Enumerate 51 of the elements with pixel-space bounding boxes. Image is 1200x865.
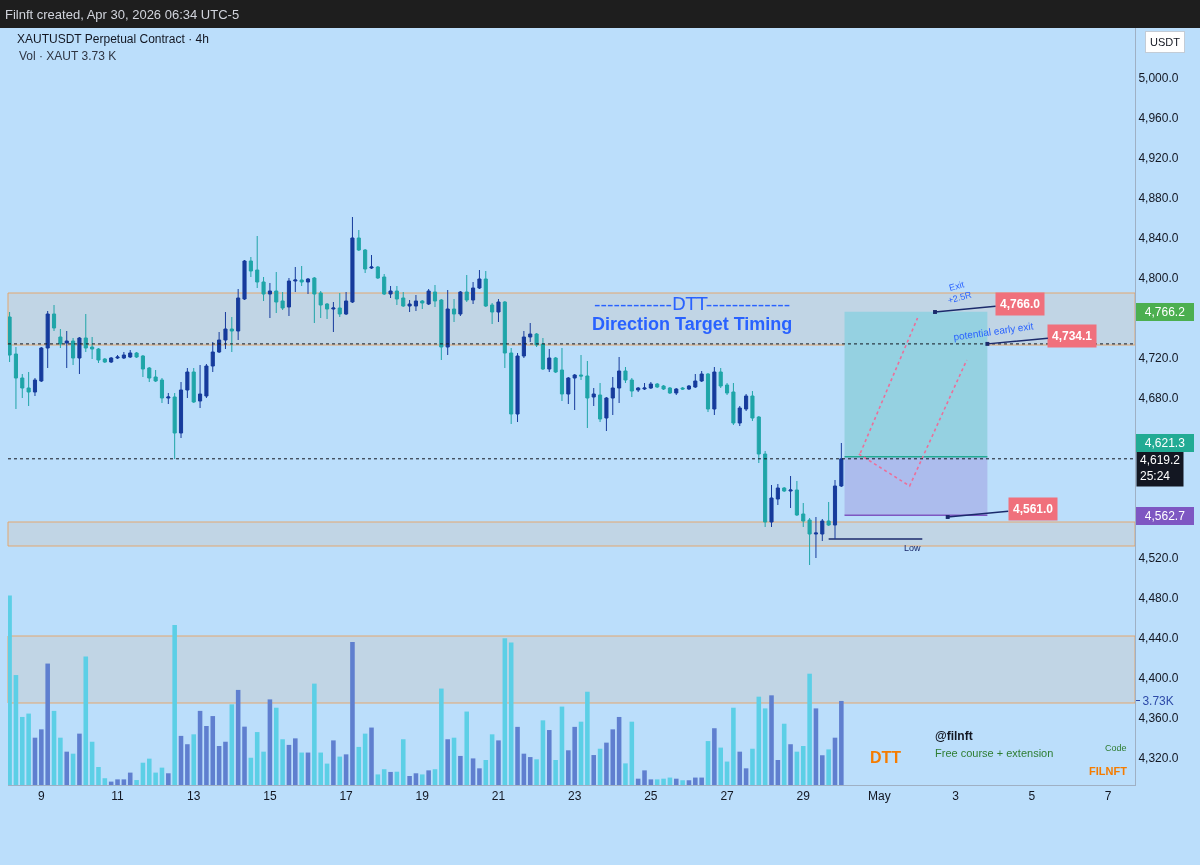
text: 4,621.3 bbox=[1144, 436, 1186, 450]
y-tick-label: 4,720.0 bbox=[1138, 351, 1179, 366]
annotation: 4,734.1 bbox=[1052, 329, 1093, 343]
x-tick-label: 3 bbox=[952, 789, 960, 804]
y-tick-label: 4,920.0 bbox=[1138, 151, 1179, 166]
annotation: 4,561.0 bbox=[1013, 502, 1054, 516]
y-tick-label: 4,880.0 bbox=[1138, 191, 1179, 206]
annotation: @filnft bbox=[935, 729, 973, 743]
y-tick-label: 4,800.0 bbox=[1138, 271, 1179, 286]
annotation: ------------DTT------------- bbox=[594, 293, 791, 314]
annotation: Low bbox=[904, 543, 922, 553]
y-tick-label: 5,000.0 bbox=[1138, 71, 1179, 86]
x-tick-label: 11 bbox=[111, 789, 125, 804]
x-tick-label: 23 bbox=[567, 789, 582, 804]
annotation: FILNFT bbox=[1089, 765, 1128, 777]
y-tick-label: 4,680.0 bbox=[1138, 391, 1179, 406]
y2-tick-label: 3.73K bbox=[1142, 694, 1174, 709]
y-tick-label: 4,960.0 bbox=[1138, 111, 1179, 126]
y-tick-label: 4,440.0 bbox=[1138, 631, 1179, 646]
annotation: 4,766.0 bbox=[1000, 297, 1041, 311]
x-tick-label: 21 bbox=[491, 789, 506, 804]
annotation: Exit +2.5R bbox=[946, 279, 974, 306]
text: Filnft created, Apr 30, 2026 06:34 UTC-5 bbox=[5, 6, 240, 22]
x-tick-label: 27 bbox=[720, 789, 735, 804]
annotation: Code bbox=[1105, 743, 1127, 753]
annotation: potential early exit bbox=[952, 320, 1035, 343]
x-tick-label: 15 bbox=[263, 789, 277, 804]
x-tick-label: 9 bbox=[37, 789, 45, 804]
y-tick-label: 4,480.0 bbox=[1138, 591, 1179, 606]
ref-line-label: 4,619.2 25:24 bbox=[1140, 453, 1181, 483]
text: 4,766.2 bbox=[1144, 305, 1186, 319]
x-tick-label: 5 bbox=[1028, 789, 1036, 804]
text: 4,562.7 bbox=[1144, 509, 1186, 523]
x-tick-label: 13 bbox=[187, 789, 201, 804]
y-tick-label: 4,320.0 bbox=[1138, 751, 1179, 766]
text: Vol · XAUT 3.73 K bbox=[19, 49, 117, 63]
chart-title: XAUTUSDT Perpetual Contract · 4h bbox=[17, 32, 209, 47]
y-axis-title: USDT bbox=[1150, 36, 1181, 48]
x-tick-label: 7 bbox=[1104, 789, 1112, 804]
x-tick-label: 19 bbox=[415, 789, 430, 804]
annotation: DTT bbox=[870, 749, 902, 766]
x-tick-label: 29 bbox=[796, 789, 811, 804]
y-tick-label: 4,840.0 bbox=[1138, 231, 1179, 246]
x-tick-label: 17 bbox=[339, 789, 354, 804]
y-tick-label: 4,360.0 bbox=[1138, 711, 1179, 726]
y-tick-label: 4,520.0 bbox=[1138, 551, 1179, 566]
y-tick-label: 4,400.0 bbox=[1138, 671, 1179, 686]
x-tick-label: May bbox=[868, 789, 891, 804]
annotation: Free course + extension bbox=[935, 747, 1054, 759]
annotation: Direction Target Timing bbox=[592, 314, 793, 334]
x-tick-label: 25 bbox=[644, 789, 658, 804]
